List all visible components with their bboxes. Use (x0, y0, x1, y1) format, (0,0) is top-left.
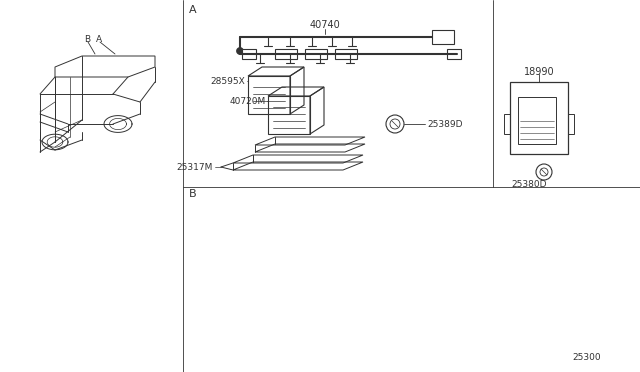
Text: 25389D: 25389D (427, 119, 463, 128)
Bar (510, 82, 568, 154)
Bar (248, 76, 290, 114)
Bar (504, 114, 510, 134)
Text: B: B (189, 189, 196, 199)
Bar (568, 114, 574, 134)
Bar (275, 49, 297, 59)
Bar (268, 96, 310, 134)
Text: 25380D: 25380D (511, 180, 547, 189)
Text: 40720M: 40720M (230, 96, 266, 106)
Bar (518, 97, 556, 144)
Bar (305, 49, 327, 59)
Text: B: B (84, 35, 90, 44)
Text: 40740: 40740 (310, 20, 340, 30)
Text: 25317M: 25317M (177, 163, 213, 171)
Text: A: A (189, 5, 196, 15)
Bar (447, 49, 461, 59)
Text: 28595X: 28595X (210, 77, 244, 86)
Text: A: A (96, 35, 102, 44)
Text: 25300: 25300 (572, 353, 600, 362)
Bar (432, 30, 454, 44)
Bar (242, 49, 256, 59)
Text: 18990: 18990 (524, 67, 554, 77)
Circle shape (237, 48, 243, 55)
Bar (335, 49, 357, 59)
